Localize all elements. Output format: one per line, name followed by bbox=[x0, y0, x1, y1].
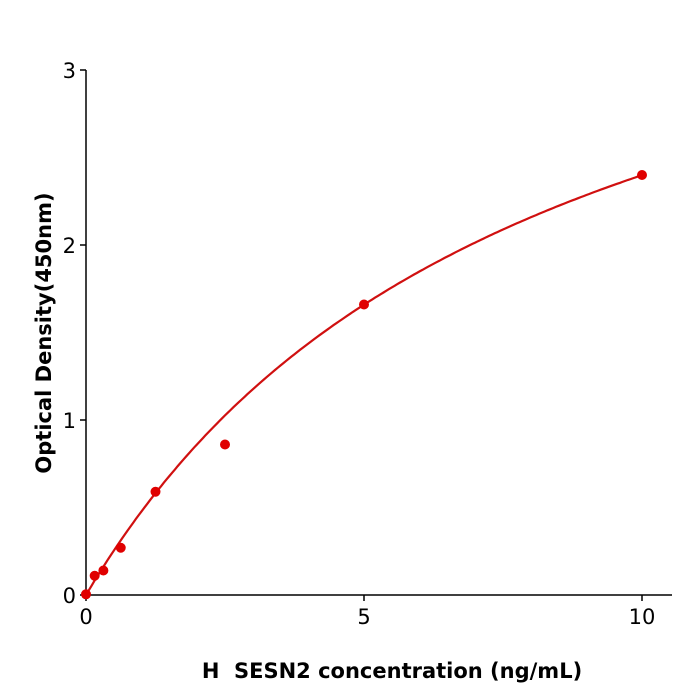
y-tick-label: 0 bbox=[63, 584, 76, 608]
x-tick-label: 10 bbox=[629, 605, 656, 629]
data-point bbox=[359, 299, 369, 310]
data-point bbox=[89, 570, 100, 581]
data-point bbox=[81, 589, 91, 600]
x-axis-label: H SESN2 concentration (ng/mL) bbox=[202, 659, 582, 683]
y-tick-label: 2 bbox=[63, 234, 76, 258]
axes: 0 5 10 0 1 2 3 bbox=[63, 59, 672, 629]
data-point bbox=[98, 565, 109, 576]
y-tick-label: 1 bbox=[63, 409, 76, 433]
y-tick-label: 3 bbox=[63, 59, 76, 83]
data-points bbox=[81, 170, 647, 600]
data-point bbox=[115, 542, 126, 553]
data-point bbox=[150, 486, 161, 497]
data-point bbox=[637, 170, 647, 180]
fit-curve bbox=[85, 174, 643, 596]
y-axis-label: Optical Density(450nm) bbox=[32, 192, 56, 473]
x-tick-label: 0 bbox=[79, 605, 92, 629]
x-tick-label: 5 bbox=[357, 605, 370, 629]
data-point bbox=[220, 439, 230, 450]
